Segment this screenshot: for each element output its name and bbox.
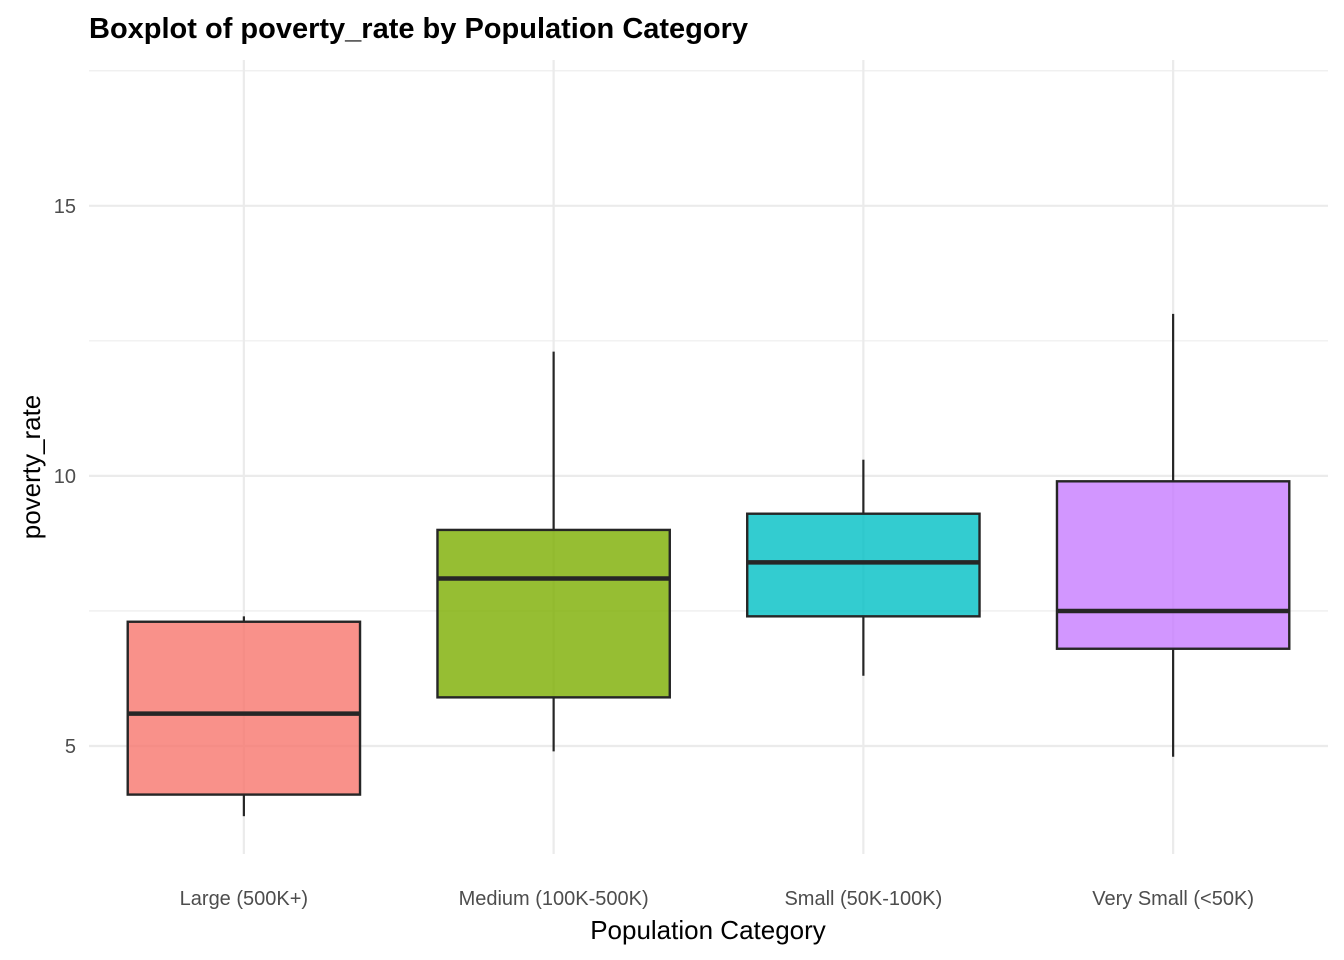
box-body bbox=[126, 620, 362, 796]
y-tick-label: 5 bbox=[65, 736, 76, 758]
box-body bbox=[746, 512, 981, 618]
x-tick-label: Large (500K+) bbox=[180, 888, 308, 910]
x-tick-label: Medium (100K-500K) bbox=[459, 888, 649, 910]
box-0 bbox=[126, 616, 362, 817]
x-tick-label: Small (50K-100K) bbox=[784, 888, 942, 910]
box-1 bbox=[436, 351, 671, 752]
y-tick-label: 15 bbox=[54, 196, 76, 218]
x-tick-label: Very Small (<50K) bbox=[1092, 888, 1254, 910]
boxes bbox=[126, 313, 1291, 817]
tick-labels: 5 10 15 Large (500K+) Medium (100K-500K) Smal… bbox=[54, 196, 1254, 910]
y-tick-label: 10 bbox=[54, 466, 76, 488]
chart-title: Boxplot of poverty_rate by Population Ca… bbox=[89, 13, 748, 45]
y-axis-title: poverty_rate bbox=[16, 395, 46, 540]
box-3 bbox=[1055, 313, 1291, 757]
x-axis-title: Population Category bbox=[590, 915, 826, 945]
box-body bbox=[436, 528, 671, 699]
box-2 bbox=[746, 459, 981, 676]
box-body bbox=[1055, 480, 1291, 650]
